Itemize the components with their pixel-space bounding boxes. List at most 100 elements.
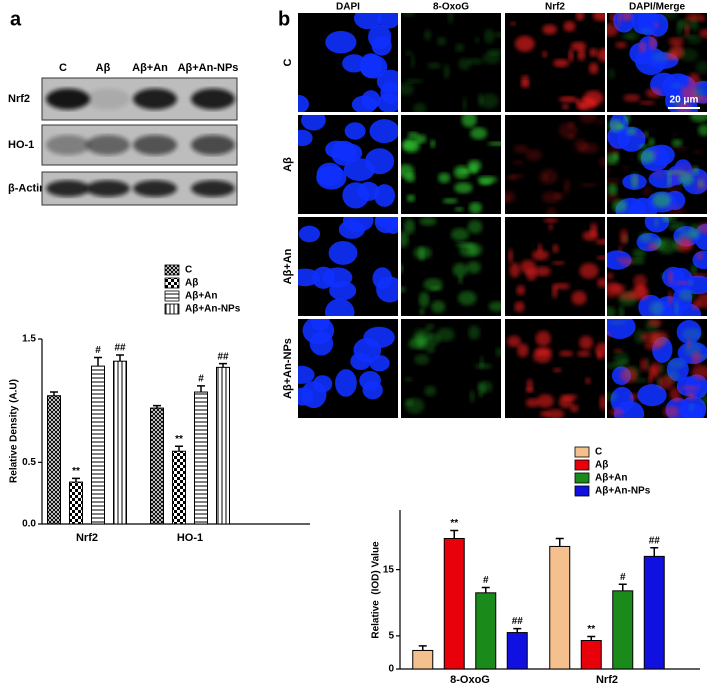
legend-swatch (164, 303, 180, 315)
error-bar (513, 627, 522, 633)
band (86, 180, 130, 197)
cell-signal (316, 165, 347, 190)
cell-signal (506, 175, 518, 181)
image-content (298, 115, 398, 209)
cell-signal (532, 249, 549, 261)
cell-signal (607, 272, 614, 280)
bar (47, 395, 61, 525)
cell-signal (629, 393, 638, 401)
micrograph (298, 115, 398, 214)
cell-signal (376, 69, 398, 93)
cell-signal (454, 182, 473, 194)
cell-signal (310, 319, 330, 331)
cell-signal (623, 115, 631, 124)
cell-signal (608, 284, 626, 294)
cell-signal (450, 228, 470, 241)
y-tick-label: 5 (388, 631, 394, 642)
bar (506, 632, 528, 670)
image-content (510, 13, 605, 110)
cell-signal (404, 78, 424, 84)
band (191, 180, 235, 197)
cell-signal (691, 351, 702, 365)
cell-signal (607, 391, 618, 402)
y-tick-label: 0.5 (22, 457, 36, 468)
cell-signal (596, 119, 604, 125)
cell-signal (638, 149, 656, 164)
cell-signal (488, 301, 501, 312)
cell-signal (607, 165, 611, 176)
cell-signal (668, 37, 684, 46)
cell-signal (695, 60, 707, 74)
bar (580, 640, 602, 670)
legend-label: Aβ+An-NPs (185, 304, 241, 315)
cell-signal (480, 93, 499, 109)
cell-signal (338, 220, 365, 239)
legend-label: C (595, 447, 602, 458)
column-label: DAPI (336, 2, 360, 13)
cell-signal (625, 29, 640, 41)
cell-signal (419, 308, 425, 316)
band (46, 135, 90, 155)
cell-signal (640, 358, 648, 372)
cell-signal (454, 206, 464, 212)
image-content (401, 115, 501, 214)
microscopy-grid: DAPI 8-OxoG Nrf2 DAPI/Merge C Aβ Aβ+An Aβ+An-NP… (282, 2, 707, 418)
legend-swatch (164, 264, 180, 276)
cell-signal (697, 222, 707, 234)
cell-signal (692, 149, 703, 155)
legend-swatch (574, 459, 590, 471)
cell-signal (436, 36, 447, 46)
cell-signal (425, 323, 435, 331)
cell-signal (495, 347, 501, 358)
cell-signal (571, 290, 587, 306)
cell-signal (695, 251, 704, 261)
cell-signal (487, 48, 501, 56)
row-label: C (282, 58, 294, 66)
cell-signal (651, 51, 670, 63)
cell-signal (660, 217, 672, 222)
bar (69, 481, 83, 525)
cell-signal (526, 378, 534, 392)
band (133, 88, 177, 110)
cell-signal (639, 28, 654, 35)
cell-signal (493, 31, 501, 38)
cell-signal (652, 148, 660, 159)
cell-signal (676, 236, 693, 253)
cell-signal (342, 54, 367, 73)
cell-signal (413, 246, 432, 260)
cell-signal (468, 202, 483, 214)
cell-signal (401, 82, 414, 96)
cell-signal (669, 168, 680, 184)
error-bar (587, 635, 596, 641)
cell-signal (328, 240, 358, 265)
cell-signal (461, 115, 477, 128)
lane-label: Aβ+An-NPs (178, 62, 239, 74)
cell-signal (697, 124, 707, 136)
error-bar (555, 537, 564, 547)
significance-label: ## (512, 616, 524, 627)
cell-signal (633, 132, 649, 138)
significance-label: ** (450, 518, 458, 529)
bar (412, 649, 434, 670)
image-content (607, 115, 707, 214)
cell-signal (513, 144, 529, 154)
cell-signal (607, 68, 616, 80)
micrograph (505, 319, 605, 418)
cell-signal (638, 144, 650, 149)
cell-signal (406, 194, 416, 203)
cell-signal (298, 94, 310, 112)
cell-signal (354, 13, 382, 30)
cell-signal (509, 262, 521, 278)
cell-signal (475, 36, 480, 44)
cell-signal (613, 348, 623, 353)
cell-signal (690, 264, 698, 276)
cell-signal (553, 192, 565, 200)
cell-signal (699, 396, 705, 403)
cell-signal (536, 394, 554, 408)
micrograph (607, 319, 707, 418)
row-label: β-Actin (8, 182, 46, 194)
cell-signal (609, 13, 616, 24)
cell-signal (675, 20, 682, 36)
